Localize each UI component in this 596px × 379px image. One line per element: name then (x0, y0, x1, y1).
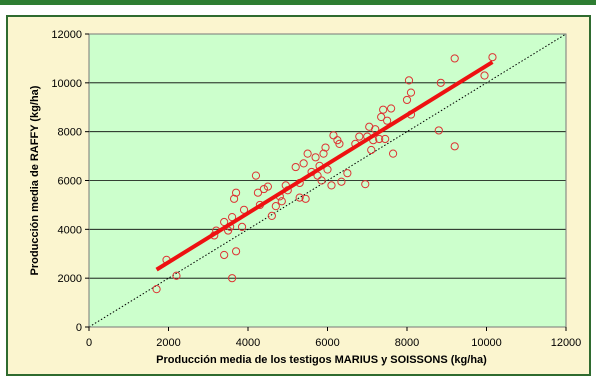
data-point (377, 112, 386, 122)
data-point (355, 132, 364, 141)
data-point (480, 71, 489, 80)
x-tick-label: 4000 (236, 337, 260, 349)
data-point (253, 188, 263, 197)
data-points (152, 53, 497, 294)
data-point (321, 143, 330, 152)
data-point (402, 95, 412, 105)
data-point (291, 162, 300, 172)
data-point (319, 149, 328, 158)
data-point (220, 250, 229, 260)
y-tick-label: 10000 (51, 78, 82, 90)
data-point (267, 211, 276, 221)
data-point (327, 181, 336, 190)
data-point (237, 222, 247, 231)
data-point (436, 78, 445, 87)
data-point (406, 88, 416, 97)
data-point (450, 54, 459, 63)
data-point (172, 271, 181, 280)
y-tick-label: 4000 (58, 224, 82, 236)
x-axis-title: Producción media de los testigos MARIUS … (156, 354, 487, 366)
data-point (367, 145, 376, 155)
data-point (381, 134, 390, 144)
data-point (375, 134, 384, 144)
data-point (301, 194, 310, 203)
data-point (271, 202, 280, 211)
data-point (231, 247, 241, 256)
y-axis-title: Producción media de RAFFY (kg/ha) (29, 85, 41, 275)
data-point (343, 169, 352, 178)
y-axis-ticks: 0 2000 4000 6000 8000 10000 12000 (51, 29, 89, 334)
data-point (434, 126, 443, 135)
data-point (383, 116, 392, 125)
data-point (231, 188, 241, 197)
data-point (329, 131, 338, 140)
data-point (299, 159, 308, 168)
data-point (259, 184, 268, 194)
data-point (337, 177, 346, 186)
data-point (152, 285, 161, 294)
x-tick-label: 0 (86, 337, 92, 349)
data-point (229, 194, 239, 203)
y-tick-label: 0 (76, 322, 82, 334)
top-border-line (0, 0, 596, 5)
data-point (311, 153, 320, 162)
data-point (263, 182, 272, 191)
data-point (303, 149, 312, 158)
data-point (277, 197, 286, 206)
data-point (251, 171, 261, 180)
x-tick-label: 8000 (395, 337, 419, 349)
regression-line (155, 60, 494, 272)
data-point (388, 149, 398, 158)
data-point (450, 142, 459, 151)
data-point (295, 193, 304, 202)
data-point (228, 274, 237, 283)
y-tick-label: 2000 (58, 273, 82, 285)
data-point (317, 176, 326, 185)
x-tick-label: 12000 (551, 337, 582, 349)
data-point (387, 104, 396, 113)
x-tick-label: 6000 (315, 337, 339, 349)
x-axis-ticks: 0 2000 4000 6000 8000 10000 12000 (86, 327, 581, 349)
y-tick-label: 6000 (58, 176, 82, 188)
identity-reference-line (88, 33, 567, 328)
data-point (335, 139, 344, 148)
x-tick-label: 10000 (471, 337, 502, 349)
data-point (404, 76, 414, 85)
data-point (361, 180, 370, 189)
x-tick-label: 2000 (156, 337, 180, 349)
y-tick-label: 8000 (58, 127, 82, 139)
y-tick-label: 12000 (51, 29, 82, 41)
data-point (488, 53, 497, 62)
data-point (379, 105, 388, 114)
